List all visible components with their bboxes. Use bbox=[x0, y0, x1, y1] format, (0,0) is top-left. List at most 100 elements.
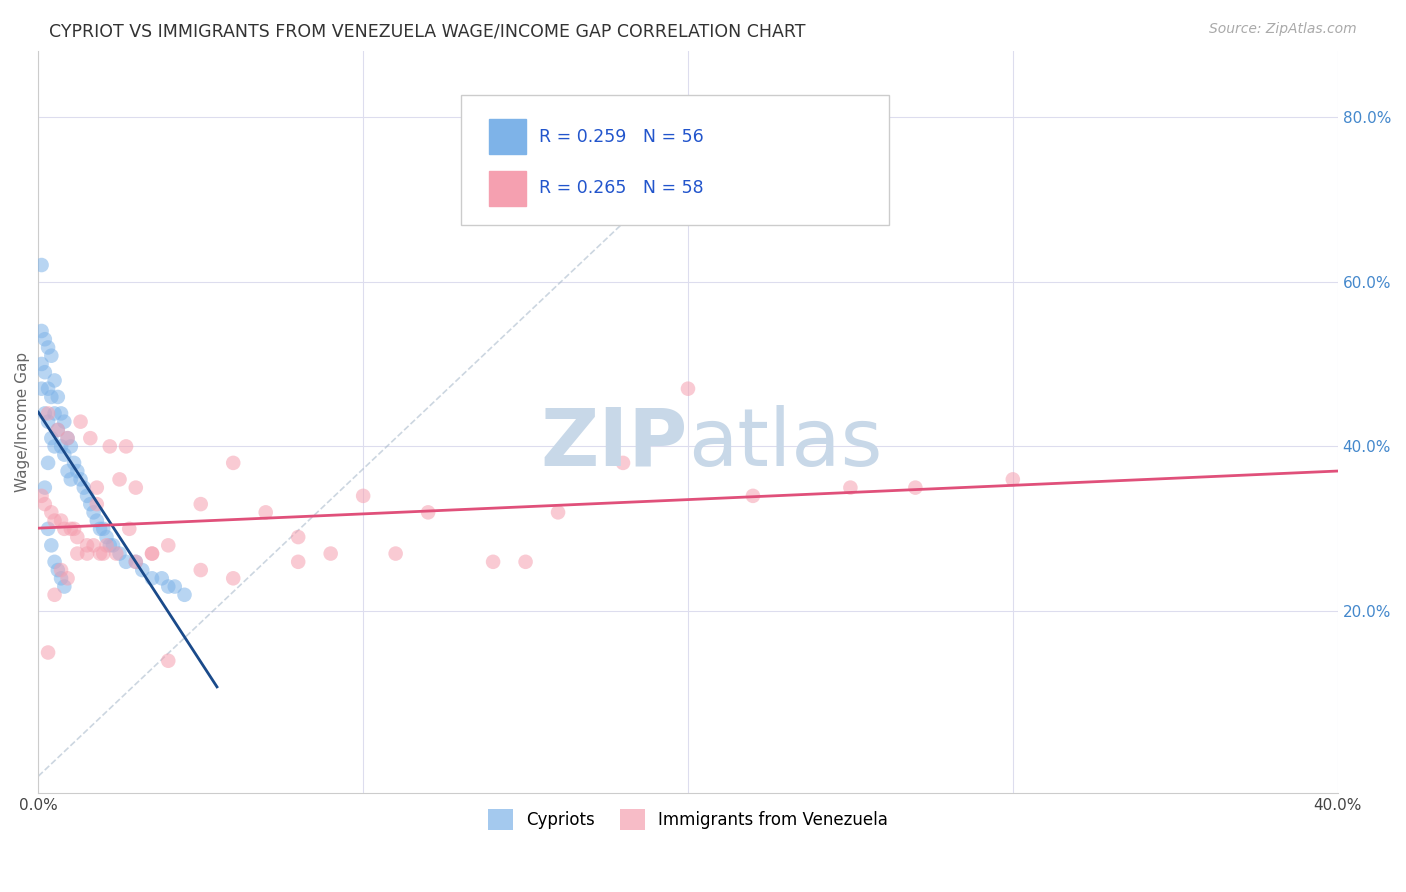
Point bbox=[53, 522, 76, 536]
Point bbox=[79, 431, 101, 445]
Point bbox=[49, 406, 72, 420]
Point bbox=[108, 472, 131, 486]
Point bbox=[115, 555, 138, 569]
Point bbox=[46, 423, 69, 437]
Point bbox=[105, 547, 128, 561]
Point bbox=[141, 547, 163, 561]
Point bbox=[44, 514, 66, 528]
Text: CYPRIOT VS IMMIGRANTS FROM VENEZUELA WAGE/INCOME GAP CORRELATION CHART: CYPRIOT VS IMMIGRANTS FROM VENEZUELA WAG… bbox=[49, 22, 806, 40]
Point bbox=[41, 431, 63, 445]
Point bbox=[118, 522, 141, 536]
Point bbox=[53, 448, 76, 462]
Point bbox=[222, 456, 245, 470]
Point bbox=[49, 514, 72, 528]
Point bbox=[37, 406, 59, 420]
Point bbox=[66, 530, 89, 544]
Point bbox=[86, 497, 108, 511]
Point bbox=[34, 481, 56, 495]
Point bbox=[91, 522, 114, 536]
Point bbox=[384, 547, 406, 561]
Point bbox=[59, 522, 82, 536]
Point bbox=[83, 538, 105, 552]
Point bbox=[173, 588, 195, 602]
Point bbox=[59, 439, 82, 453]
Point bbox=[44, 406, 66, 420]
Point bbox=[287, 555, 309, 569]
Point bbox=[141, 571, 163, 585]
Point bbox=[53, 415, 76, 429]
Point bbox=[1001, 472, 1024, 486]
Text: R = 0.259   N = 56: R = 0.259 N = 56 bbox=[538, 128, 703, 145]
Point bbox=[37, 415, 59, 429]
Legend: Cypriots, Immigrants from Venezuela: Cypriots, Immigrants from Venezuela bbox=[481, 803, 894, 837]
Point bbox=[46, 423, 69, 437]
Point bbox=[676, 382, 699, 396]
Point bbox=[37, 646, 59, 660]
Point bbox=[79, 497, 101, 511]
Point bbox=[63, 456, 86, 470]
Point bbox=[190, 563, 212, 577]
Point bbox=[254, 505, 277, 519]
Bar bbox=[489, 170, 526, 206]
Point bbox=[34, 497, 56, 511]
Point bbox=[66, 464, 89, 478]
Point bbox=[98, 538, 121, 552]
Point bbox=[101, 538, 124, 552]
Point bbox=[37, 456, 59, 470]
Point bbox=[37, 382, 59, 396]
Text: atlas: atlas bbox=[688, 405, 883, 483]
Point bbox=[44, 588, 66, 602]
Point bbox=[41, 505, 63, 519]
Point bbox=[76, 538, 98, 552]
Point bbox=[547, 505, 569, 519]
Point bbox=[150, 571, 173, 585]
Point bbox=[125, 555, 148, 569]
Point bbox=[482, 555, 505, 569]
Point bbox=[41, 349, 63, 363]
Point bbox=[34, 406, 56, 420]
Point bbox=[89, 522, 111, 536]
Point bbox=[904, 481, 927, 495]
Point bbox=[37, 341, 59, 355]
Point bbox=[34, 365, 56, 379]
Point bbox=[56, 571, 79, 585]
Point bbox=[515, 555, 537, 569]
Point bbox=[53, 580, 76, 594]
Point bbox=[37, 522, 59, 536]
Point bbox=[91, 547, 114, 561]
Point bbox=[31, 357, 53, 371]
Point bbox=[66, 547, 89, 561]
Point bbox=[73, 481, 96, 495]
Point bbox=[34, 332, 56, 346]
Point bbox=[839, 481, 862, 495]
Point bbox=[59, 472, 82, 486]
Point bbox=[115, 439, 138, 453]
Point bbox=[46, 390, 69, 404]
Point bbox=[56, 431, 79, 445]
Point bbox=[49, 439, 72, 453]
Point bbox=[41, 390, 63, 404]
Point bbox=[131, 563, 153, 577]
Point bbox=[141, 547, 163, 561]
Point bbox=[31, 324, 53, 338]
Point bbox=[76, 489, 98, 503]
Point bbox=[98, 439, 121, 453]
Point bbox=[287, 530, 309, 544]
Point bbox=[612, 456, 634, 470]
Point bbox=[157, 654, 180, 668]
Point bbox=[31, 489, 53, 503]
Point bbox=[319, 547, 342, 561]
Point bbox=[96, 538, 118, 552]
Point bbox=[157, 538, 180, 552]
Point bbox=[31, 382, 53, 396]
Point bbox=[416, 505, 439, 519]
Point bbox=[69, 415, 91, 429]
Point bbox=[352, 489, 374, 503]
Point bbox=[49, 563, 72, 577]
Point bbox=[49, 571, 72, 585]
Point bbox=[76, 547, 98, 561]
Point bbox=[89, 547, 111, 561]
Point bbox=[69, 472, 91, 486]
Point bbox=[46, 563, 69, 577]
Point bbox=[157, 580, 180, 594]
